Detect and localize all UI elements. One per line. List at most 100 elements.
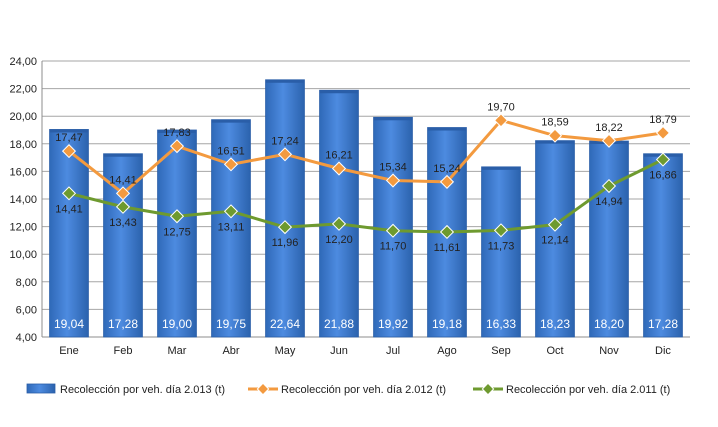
data-label-2012: 17,83 — [163, 127, 191, 139]
bar-data-label: 19,00 — [162, 317, 192, 331]
bar-cap — [103, 153, 143, 157]
bar-data-label: 18,23 — [540, 317, 570, 331]
bar-data-label: 16,33 — [486, 317, 516, 331]
legend-label: Recolección por veh. día 2.011 (t) — [506, 384, 670, 396]
y-tick-label: 4,00 — [16, 332, 37, 344]
point-2011 — [385, 223, 401, 238]
bar — [643, 153, 683, 338]
bar-data-label: 19,18 — [432, 317, 462, 331]
bar-cap — [211, 119, 251, 123]
bar — [157, 129, 197, 338]
data-label-2011: 12,75 — [163, 226, 191, 238]
y-tick-label: 24,00 — [9, 56, 37, 68]
bar-cap — [427, 127, 467, 131]
point-2012 — [385, 173, 401, 188]
bar-cap — [319, 90, 359, 94]
data-label-2011: 12,20 — [325, 234, 353, 246]
x-tick-label: Sep — [491, 345, 511, 357]
point-2011 — [439, 224, 455, 240]
legend: Recolección por veh. día 2.013 (t) Recole… — [26, 382, 670, 396]
point-2011 — [655, 152, 671, 167]
point-2012 — [115, 186, 131, 201]
bar-data-label: 22,64 — [270, 317, 300, 331]
x-tick-label: Mar — [168, 345, 187, 357]
data-label-2011: 13,11 — [218, 221, 245, 233]
bar-data-label: 19,04 — [54, 317, 84, 331]
data-label-2012: 15,24 — [433, 163, 461, 175]
point-2012 — [439, 174, 455, 189]
data-label-2011: 13,43 — [109, 217, 137, 229]
y-tick-label: 20,00 — [9, 111, 37, 123]
x-tick-label: Nov — [599, 345, 619, 357]
data-label-2012: 16,21 — [325, 150, 353, 162]
data-label-2012: 18,59 — [541, 117, 569, 129]
bar-data-label: 17,28 — [648, 317, 678, 331]
data-label-2011: 11,73 — [488, 240, 515, 252]
bar — [49, 129, 89, 338]
bar-data-label: 19,92 — [378, 317, 408, 331]
y-tick-label: 10,00 — [9, 249, 37, 261]
bar — [535, 140, 575, 338]
bar-data-label: 17,28 — [108, 317, 138, 331]
data-label-2012: 16,51 — [217, 145, 245, 157]
bar — [265, 79, 305, 338]
y-tick-label: 6,00 — [16, 304, 37, 316]
data-label-2012: 18,79 — [649, 114, 677, 126]
bar-data-label: 19,75 — [216, 317, 246, 331]
line-2012 — [68, 118, 664, 195]
x-tick-label: Feb — [114, 345, 133, 357]
point-2012 — [601, 133, 617, 148]
bar-cap — [265, 79, 305, 83]
point-2011 — [493, 223, 509, 238]
bar-cap — [373, 117, 413, 121]
y-tick-label: 12,00 — [9, 222, 37, 234]
legend-marker-2012 — [256, 382, 270, 396]
bar-cap — [157, 130, 197, 133]
point-2011 — [547, 217, 563, 232]
data-label-2011: 11,96 — [272, 237, 299, 249]
point-2012 — [169, 139, 185, 154]
x-tick-label: May — [275, 345, 296, 357]
bar-cap — [481, 166, 521, 170]
data-label-2012: 17,47 — [55, 132, 83, 144]
point-2011 — [61, 186, 77, 201]
x-tick-label: Jun — [330, 345, 348, 357]
point-2011 — [601, 178, 617, 194]
point-2011 — [115, 199, 131, 214]
data-label-2011: 11,61 — [434, 242, 461, 254]
bar-data-label: 21,88 — [324, 317, 354, 331]
legend-swatch-2013 — [26, 383, 56, 394]
bar — [319, 89, 359, 338]
y-tick-label: 8,00 — [16, 277, 37, 289]
data-label-2011: 11,70 — [380, 241, 407, 253]
point-2011 — [223, 204, 239, 219]
y-tick-label: 22,00 — [9, 84, 37, 96]
point-2012 — [655, 125, 671, 140]
bar — [481, 166, 521, 338]
point-2012 — [277, 147, 293, 162]
point-2011 — [277, 220, 293, 235]
legend-label: Recolección por veh. día 2.012 (t) — [281, 384, 446, 396]
x-tick-label: Dic — [655, 345, 671, 357]
data-label-2012: 19,70 — [487, 101, 515, 113]
point-2012 — [547, 128, 563, 143]
x-tick-label: Jul — [386, 345, 400, 357]
y-tick-label: 18,00 — [9, 139, 37, 151]
y-tick-label: 16,00 — [9, 166, 37, 178]
y-tick-label: 14,00 — [9, 194, 37, 206]
legend-marker-2011 — [481, 382, 495, 396]
point-2011 — [169, 209, 185, 224]
line-2011 — [68, 158, 664, 234]
data-label-2012: 14,41 — [109, 174, 137, 186]
plot-area: 4,00 6,00 8,00 10,00 12,00 14,00 16,00 18,00 20,… — [9, 56, 690, 357]
x-tick-label: Abr — [222, 345, 239, 357]
data-label-2012: 18,22 — [595, 122, 623, 134]
data-label-2012: 17,24 — [271, 135, 299, 147]
x-tick-label: Ago — [437, 345, 457, 357]
data-label-2011: 14,94 — [595, 196, 623, 208]
point-2012 — [331, 161, 347, 176]
point-2012 — [61, 144, 77, 159]
x-tick-label: Oct — [546, 345, 563, 357]
bar — [589, 140, 629, 338]
